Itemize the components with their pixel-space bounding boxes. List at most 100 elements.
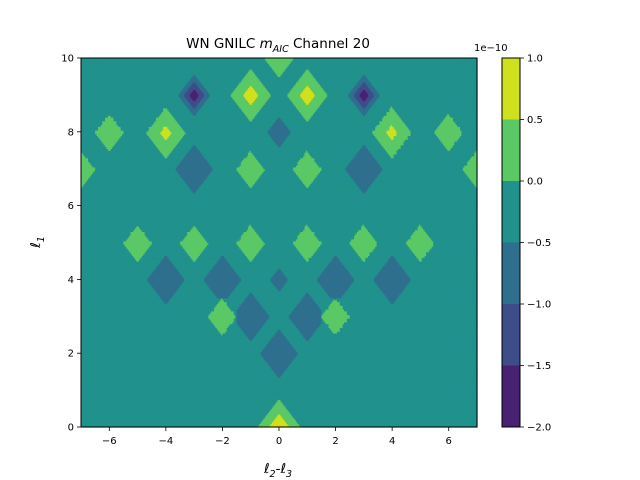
contour-cell (380, 142, 405, 146)
contour-cell (394, 128, 410, 131)
contour-cell (239, 281, 273, 284)
contour-cell (182, 87, 190, 90)
contour-cell (242, 176, 260, 179)
contour-cell (393, 126, 409, 129)
contour-cell (266, 414, 279, 417)
contour-cell (263, 347, 296, 351)
contour-cell (221, 255, 225, 258)
contour-cell (264, 242, 294, 245)
contour-cell (403, 141, 443, 144)
contour-cell (81, 109, 164, 113)
contour-cell (205, 100, 236, 103)
contour-cell (81, 281, 150, 284)
contour-cell (471, 179, 478, 183)
contour-cell (399, 262, 478, 266)
contour-cell (81, 286, 154, 290)
contour-cell (240, 279, 272, 282)
contour-cell (232, 91, 246, 94)
contour-cell (168, 135, 184, 138)
contour-cell (228, 296, 248, 299)
contour-cell (81, 209, 478, 212)
contour-cell (216, 296, 229, 299)
contour-cell (171, 131, 187, 135)
contour-cell (158, 294, 174, 297)
contour-cell (409, 246, 433, 249)
contour-cell (290, 342, 478, 345)
contour-cell (211, 319, 235, 323)
contour-cell (379, 120, 405, 124)
contour-cell (273, 122, 286, 126)
contour-cell (240, 303, 262, 306)
contour-cell (276, 286, 283, 290)
contour-cell (196, 257, 221, 260)
contour-cell (81, 135, 99, 138)
contour-cell (369, 80, 478, 83)
contour-cell (229, 262, 330, 266)
contour-cell (304, 183, 311, 186)
contour-cell (212, 266, 233, 269)
contour-cell (163, 107, 168, 111)
contour-cell (195, 81, 202, 85)
contour-cell (454, 120, 478, 124)
contour-cell (154, 142, 178, 146)
contour-cell (151, 284, 181, 288)
contour-cell (259, 235, 298, 238)
contour-cell (269, 425, 290, 428)
contour-cell (321, 240, 351, 244)
contour-cell (270, 408, 289, 411)
contour-cell (288, 410, 478, 413)
contour-cell (375, 135, 390, 138)
contour-cell (81, 218, 478, 221)
contour-cell (81, 279, 149, 282)
contour-cell (273, 273, 286, 277)
contour-cell (399, 294, 478, 297)
contour-cell (328, 294, 344, 297)
contour-cell (189, 102, 199, 105)
contour-cell (317, 327, 331, 330)
contour-cell (277, 144, 282, 148)
contour-cell (469, 177, 478, 181)
contour-cell (356, 98, 364, 102)
contour-cell (362, 224, 365, 227)
contour-cell (352, 275, 376, 279)
contour-cell (81, 203, 478, 207)
contour-cell (438, 137, 460, 140)
contour-cell (191, 189, 198, 192)
contour-cell (311, 181, 356, 185)
contour-cell (259, 176, 300, 179)
contour-cell (375, 238, 409, 242)
contour-cell (185, 131, 269, 135)
contour-cell (274, 141, 284, 144)
contour-cell (277, 399, 282, 402)
contour-cell (366, 104, 373, 107)
title-math: m (260, 36, 273, 52)
contour-cell (249, 102, 253, 105)
contour-cell (370, 81, 478, 85)
contour-cell (81, 384, 478, 387)
contour-cell (112, 146, 158, 149)
contour-cell (346, 268, 382, 271)
contour-cell (240, 161, 260, 164)
contour-cell (237, 323, 265, 327)
contour-cell (103, 142, 116, 146)
contour-cell (361, 96, 368, 100)
contour-cell (284, 334, 304, 338)
contour-cell (154, 268, 178, 271)
contour-cell (373, 102, 478, 105)
contour-cell (461, 133, 478, 137)
contour-cell (81, 358, 266, 362)
contour-cell (213, 307, 231, 310)
contour-cell (249, 118, 253, 122)
contour-cell (81, 142, 105, 146)
contour-cell (184, 133, 270, 137)
contour-cell (298, 249, 317, 253)
contour-cell (353, 235, 373, 238)
contour-cell (81, 246, 127, 249)
x-tick-label: 2 (332, 436, 338, 447)
contour-cell (133, 255, 143, 258)
contour-cell (81, 146, 108, 149)
contour-cell (403, 288, 478, 292)
contour-cell (288, 96, 303, 100)
contour-cell (393, 137, 409, 140)
contour-cell (324, 288, 348, 292)
